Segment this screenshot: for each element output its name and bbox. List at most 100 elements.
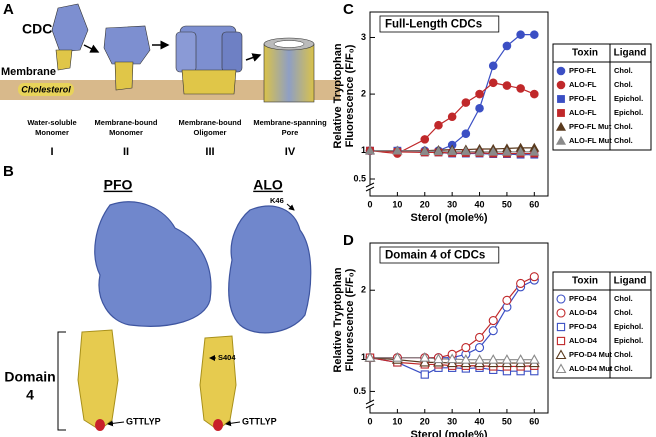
title-box [379,15,500,33]
marker [419,352,431,362]
marker [392,145,403,155]
legend-name: ALO-FL [569,108,597,117]
legend-name: ALO-D4 Mut [569,364,613,373]
marker [530,89,539,99]
marker [461,343,471,353]
pore [263,43,315,103]
stage-label: Membrane-bound [95,118,158,127]
alo-label: ALO [253,177,283,193]
membrane [0,80,340,100]
marker [502,41,512,51]
marker [488,326,498,336]
x-tick-label: 60 [529,416,539,426]
domain-4 [181,69,237,95]
x-tick-label: 50 [502,199,512,209]
marker [515,146,526,156]
cdc-label: CDC [22,21,52,37]
y-tick-label: 1 [361,145,366,155]
stage-numeral: I [50,146,53,158]
axis-break-gap [366,185,374,189]
title-box [379,246,500,264]
pfo-label: PFO [104,177,133,193]
stage-numeral: II [123,146,129,158]
legend-ligand: Chol. [614,294,633,303]
legend-ligand: Chol. [614,308,633,317]
x-tick-label: 40 [475,416,485,426]
y-tick-label: 1 [361,352,366,362]
marker [391,352,403,362]
y-tick-label: 0.5 [353,386,366,396]
marker [420,370,429,379]
marker [555,121,567,131]
marker [501,354,513,364]
stage-label: Water-soluble [27,118,76,127]
marker [446,353,458,364]
marker [474,146,485,156]
marker [461,98,471,107]
motif-label: GTTLYP [126,416,161,426]
marker [529,146,540,156]
marker [474,332,485,342]
marker [474,343,485,353]
panel-label: D [343,232,354,249]
marker [516,84,525,93]
marker [488,78,498,88]
x-tick-label: 20 [420,416,430,426]
y-axis-label: Relative Tryptophan [332,267,344,372]
marker [420,135,430,144]
x-axis-label: Sterol (mole%) [410,429,487,437]
marker [502,295,512,305]
legend-name: PFO-FL Mut [569,122,612,131]
oligomer [221,31,243,73]
legend-ligand: Chol. [614,80,633,89]
s404-label: S404 [218,353,236,362]
marker [488,146,499,156]
domain-label: Domain [4,369,55,385]
marker [556,308,566,318]
x-tick-label: 40 [475,199,485,209]
legend-name: ALO-D4 [569,308,598,317]
x-tick-label: 10 [392,199,402,209]
x-tick-label: 0 [367,416,372,426]
legend-ligand: Epichol. [614,94,643,103]
legend-name: ALO-D4 [569,336,598,345]
pore-hole [273,40,305,48]
marker [556,294,566,304]
domain-4 [55,49,73,71]
marker [447,112,457,122]
x-tick-label: 60 [529,199,539,209]
stage-label: Monomer [35,128,69,137]
legend-ligand: Chol. [614,364,633,373]
arrow [107,420,125,427]
x-tick-label: 30 [447,416,457,426]
stage-label: Oligomer [194,128,227,137]
y-axis-label: Fluorescence (F/F₀) [344,268,356,371]
y-tick-label: 2 [361,88,366,98]
chart-title: Full-Length CDCs [385,19,482,31]
cholesterol-label: Cholesterol [21,84,71,94]
stage-numeral: IV [285,146,296,158]
alo-domain-4 [199,335,237,431]
marker [516,30,525,39]
x-tick-label: 0 [367,199,372,209]
marker [460,146,471,156]
x-tick-label: 50 [502,416,512,426]
panel-label: C [343,1,354,18]
axis-break [365,403,375,409]
marker [488,61,498,71]
arrow [286,203,295,211]
marker [530,30,539,39]
marker [461,129,471,139]
marker [475,103,484,113]
marker [487,354,499,364]
stage-label: Pore [282,128,299,137]
legend-name: PFO-D4 [569,294,597,303]
panel-b: B PFO ALO K46 S404 Domain 4 GTTLYP GTTLY… [3,163,312,431]
legend-ligand: Chol. [614,122,633,131]
y-axis-label: Fluorescence (F/F₀) [344,44,356,147]
y-axis-label: Relative Tryptophan [332,43,344,148]
domain-4 [114,61,134,91]
marker [555,135,567,145]
marker [556,66,566,76]
arrow [83,44,100,53]
